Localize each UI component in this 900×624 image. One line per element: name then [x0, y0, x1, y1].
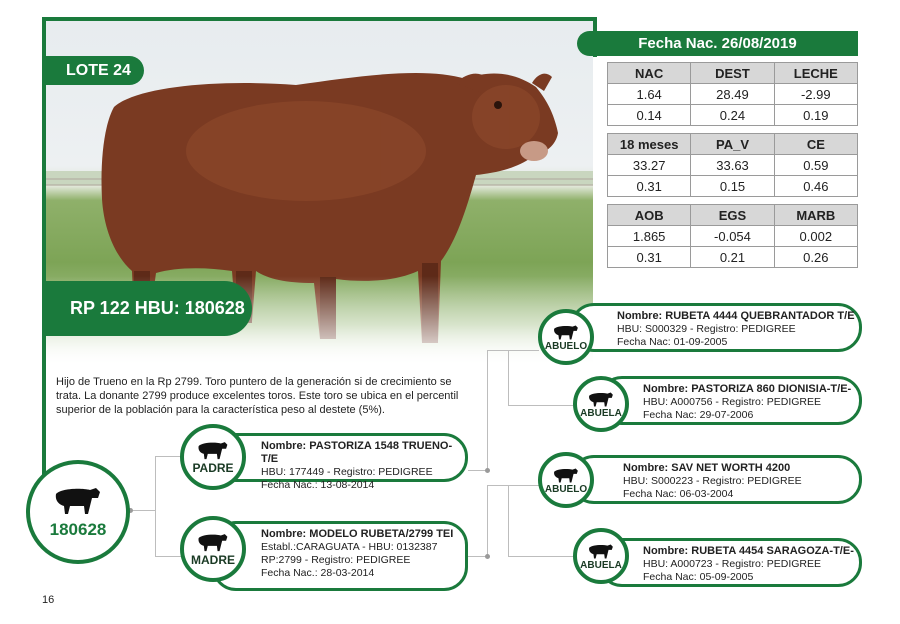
table-cell: 33.27: [606, 154, 692, 176]
epd-table-2: 18 meses PA_V CE 33.27 33.63 0.59 0.31 0.15 0.…: [606, 133, 859, 197]
madre-establ: Establ.:CARAGUATA - HBU: 0132387: [261, 541, 438, 553]
padre-hbu: HBU: 177449 - Registro: PEDIGREE: [261, 466, 433, 478]
table-header: 18 meses: [606, 133, 692, 155]
abuelo1-badge: ABUELO: [538, 309, 594, 365]
description-text: Hijo de Trueno en la Rp 2799. Toro punte…: [56, 376, 459, 416]
table-cell: 0.46: [773, 175, 859, 197]
abuelo1-name: Nombre: RUBETA 4444 QUEBRANTADOR T/E: [617, 310, 855, 322]
connector: [508, 350, 509, 406]
connector: [155, 556, 185, 557]
abuelo2-hbu: HBU: S000223 - Registro: PEDIGREE: [623, 475, 802, 487]
table-header: PA_V: [690, 133, 775, 155]
abuela1-label: ABUELA: [580, 407, 622, 419]
connector: [487, 350, 539, 351]
frame-top: [42, 17, 597, 492]
table-cell: -0.054: [690, 225, 775, 247]
connector-dot: [485, 468, 490, 473]
table-cell: 0.15: [690, 175, 775, 197]
birth-date-banner: Fecha Nac. 26/08/2019: [577, 31, 858, 56]
table-cell: 0.31: [606, 175, 692, 197]
madre-label: MADRE: [191, 553, 235, 567]
table-cell: 0.59: [773, 154, 859, 176]
madre-name: Nombre: MODELO RUBETA/2799 TEI: [261, 528, 454, 540]
connector: [508, 405, 573, 406]
abuela1-card: Nombre: PASTORIZA 860 DIONISIA-T/E- HBU:…: [598, 376, 862, 425]
table-cell: -2.99: [773, 83, 859, 105]
padre-badge: PADRE: [180, 424, 246, 490]
abuelo1-label: ABUELO: [544, 340, 588, 352]
connector-dot: [128, 508, 133, 513]
table-header: AOB: [606, 204, 692, 226]
table-cell: 0.31: [606, 246, 692, 268]
connector: [487, 485, 488, 557]
madre-badge: MADRE: [180, 516, 246, 582]
bull-icon: [554, 468, 578, 483]
table-cell: 0.19: [773, 104, 859, 126]
madre-rp: RP:2799 - Registro: PEDIGREE: [261, 554, 411, 566]
padre-name: Nombre: PASTORIZA 1548 TRUENO-T/E: [261, 440, 453, 465]
epd-table-3: AOB EGS MARB 1.865 -0.054 0.002 0.31 0.21 0.26: [606, 204, 859, 268]
lote-label: LOTE 24: [42, 56, 144, 85]
table-cell: 33.63: [690, 154, 775, 176]
madre-card: Nombre: MODELO RUBETA/2799 TEI Establ.:C…: [212, 521, 468, 591]
abuelo1-card: Nombre: RUBETA 4444 QUEBRANTADOR T/E HBU…: [570, 303, 862, 352]
table-header: DEST: [690, 62, 775, 84]
abuela1-name: Nombre: PASTORIZA 860 DIONISIA-T/E-: [643, 383, 852, 395]
root-animal-badge: 180628: [26, 460, 130, 564]
abuela1-badge: ABUELA: [573, 376, 629, 432]
table-cell: 1.865: [606, 225, 692, 247]
abuela2-name: Nombre: RUBETA 4454 SARAGOZA-T/E-: [643, 545, 854, 557]
table-cell: 28.49: [690, 83, 775, 105]
madre-birth: Fecha Nac.: 28-03-2014: [261, 567, 375, 579]
abuela2-badge: ABUELA: [573, 528, 629, 584]
cow-icon: [589, 392, 613, 407]
connector: [487, 350, 488, 470]
connector: [468, 470, 488, 471]
abuela1-hbu: HBU: A000756 - Registro: PEDIGREE: [643, 396, 821, 408]
table-cell: 0.14: [606, 104, 692, 126]
bull-icon: [198, 442, 228, 460]
table-header: NAC: [606, 62, 692, 84]
bull-icon: [554, 325, 578, 340]
table-cell: 0.26: [773, 246, 859, 268]
table-cell: 1.64: [606, 83, 692, 105]
abuelo2-name: Nombre: SAV NET WORTH 4200: [623, 462, 791, 474]
connector: [155, 456, 156, 556]
abuela1-birth: Fecha Nac: 29-07-2006: [643, 409, 754, 421]
connector-dot: [485, 554, 490, 559]
bull-icon: [55, 488, 100, 514]
page-number: 16: [42, 594, 55, 606]
connector: [155, 456, 185, 457]
abuelo2-label: ABUELO: [544, 483, 588, 495]
cow-icon: [198, 534, 228, 552]
abuelo2-card: Nombre: SAV NET WORTH 4200 HBU: S000223 …: [570, 455, 862, 504]
padre-birth: Fecha Nac.: 13-08-2014: [261, 479, 375, 491]
table-header: CE: [773, 133, 859, 155]
table-cell: 0.21: [690, 246, 775, 268]
abuela2-card: Nombre: RUBETA 4454 SARAGOZA-T/E- HBU: A…: [598, 538, 862, 587]
abuelo1-birth: Fecha Nac: 01-09-2005: [617, 336, 728, 348]
table-cell: 0.24: [690, 104, 775, 126]
abuelo2-birth: Fecha Nac: 06-03-2004: [623, 488, 734, 500]
table-header: MARB: [773, 204, 859, 226]
connector: [130, 510, 156, 511]
abuelo2-badge: ABUELO: [538, 452, 594, 508]
abuela2-hbu: HBU: A000723 - Registro: PEDIGREE: [643, 558, 821, 570]
connector: [468, 556, 488, 557]
abuela2-label: ABUELA: [580, 559, 622, 571]
root-id: 180628: [49, 520, 107, 539]
cow-icon: [589, 544, 613, 559]
abuela2-birth: Fecha Nac: 05-09-2005: [643, 571, 754, 583]
table-header: EGS: [690, 204, 775, 226]
padre-label: PADRE: [192, 461, 234, 475]
connector: [508, 556, 573, 557]
table-header: LECHE: [773, 62, 859, 84]
table-cell: 0.002: [773, 225, 859, 247]
connector: [508, 485, 509, 557]
abuelo1-hbu: HBU: S000329 - Registro: PEDIGREE: [617, 323, 796, 335]
epd-table-1: NAC DEST LECHE 1.64 28.49 -2.99 0.14 0.24 0.19: [606, 62, 859, 126]
connector: [487, 485, 539, 486]
rp-hbu-label: RP 122 HBU: 180628: [42, 281, 252, 336]
padre-card: Nombre: PASTORIZA 1548 TRUENO-T/E HBU: 1…: [212, 433, 468, 491]
